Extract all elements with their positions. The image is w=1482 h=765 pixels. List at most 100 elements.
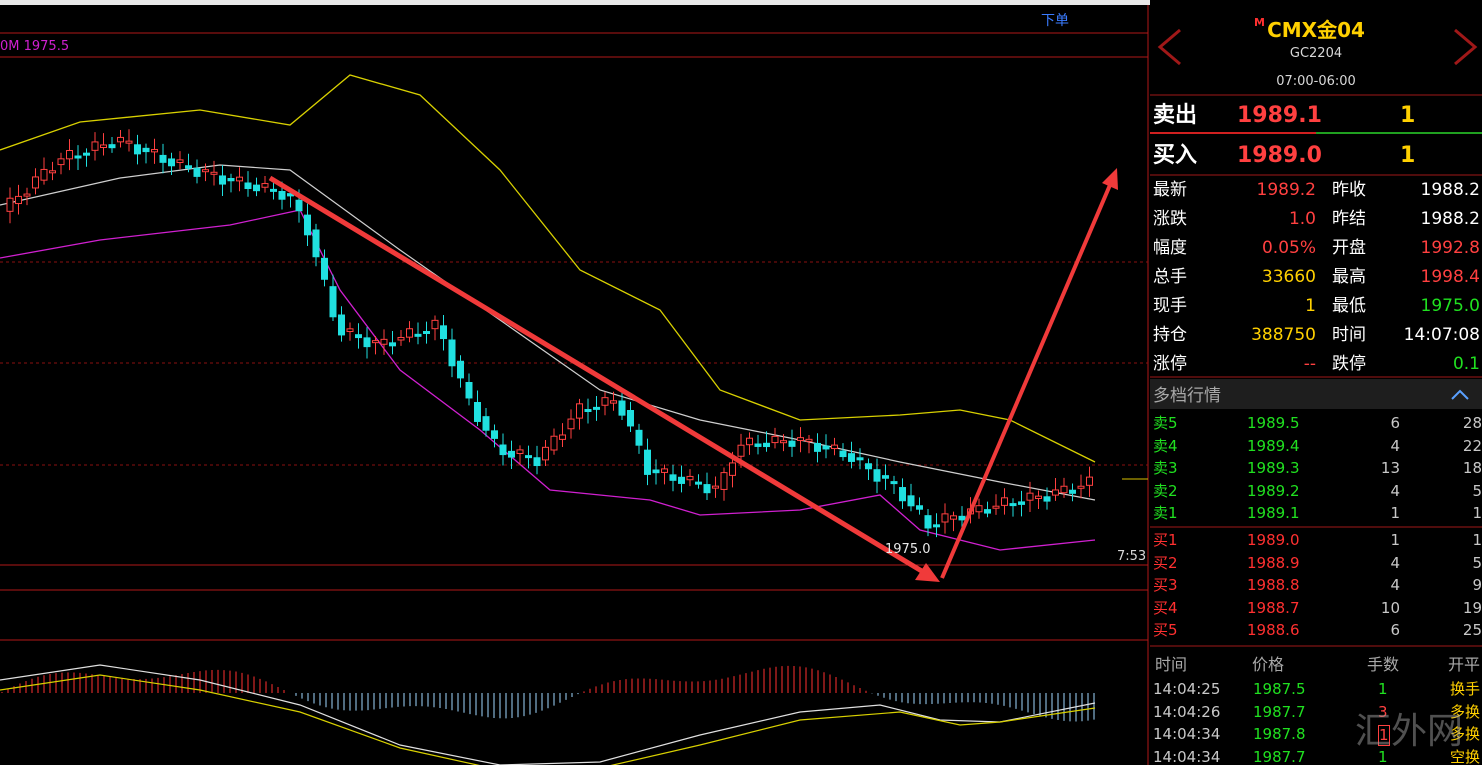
candle-body [363, 337, 371, 348]
candle-body [644, 449, 651, 475]
candle-body [159, 154, 167, 163]
stat-label: 昨收 [1332, 180, 1366, 200]
candle-body [814, 442, 821, 452]
level-total: 5 [1472, 553, 1482, 572]
trade-price: 1987.5 [1253, 680, 1306, 698]
candle-body [236, 176, 243, 182]
level-total: 19 [1462, 598, 1482, 617]
stat-label: 开盘 [1332, 238, 1366, 258]
trade-price: 1987.7 [1253, 702, 1306, 721]
level-total: 9 [1472, 576, 1482, 594]
level-qty: 6 [1390, 621, 1400, 639]
level: 卖1 [1153, 504, 1178, 522]
symbol: CMX金04 [1267, 18, 1365, 42]
stat-value: 1989.2 [1256, 180, 1316, 200]
candle-body [406, 328, 413, 338]
stat-label: 跌停 [1332, 354, 1366, 374]
candle-body [822, 445, 830, 450]
chart-area: 下单 0M 1975.5 1975.0 7:53 [0, 0, 1150, 765]
candle-body [49, 170, 56, 174]
level-total: 22 [1462, 436, 1482, 455]
level-price: 1989.5 [1247, 414, 1300, 432]
stat-value: 14:07:08 [1403, 325, 1480, 345]
level: 卖4 [1153, 436, 1178, 455]
level-price: 1989.1 [1247, 504, 1300, 522]
ask-qty: 1 [1400, 103, 1416, 128]
low-label: 1975.0 [885, 542, 931, 557]
candle-body [261, 183, 269, 188]
candle-body [210, 171, 218, 175]
trade-qty: 1 [1378, 747, 1388, 765]
stat-label: 昨结 [1332, 209, 1366, 229]
candle-body [278, 191, 286, 200]
time-label: 7:53 [1117, 549, 1146, 564]
candle-body [304, 214, 311, 236]
candle-body [125, 140, 133, 144]
level-qty: 4 [1390, 481, 1400, 500]
trade-time: 14:04:26 [1153, 702, 1221, 721]
candle-body [185, 165, 192, 169]
candle-body [66, 150, 73, 160]
level-total: 18 [1462, 459, 1482, 477]
upper-band [0, 74, 1096, 463]
candle-body [746, 437, 753, 446]
trade-price: 1987.7 [1253, 747, 1306, 765]
candle-body [329, 286, 337, 318]
frame-lines [0, 5, 1149, 765]
candle-body [83, 152, 90, 156]
stat-value: 1975.0 [1420, 296, 1480, 316]
candle-body [1052, 489, 1059, 496]
candle-body [567, 418, 575, 430]
trade-time: 14:04:34 [1153, 725, 1221, 743]
level-qty: 6 [1390, 414, 1400, 432]
candle-body [627, 410, 634, 427]
candle-body [720, 472, 728, 490]
level-price: 1988.9 [1247, 553, 1300, 572]
ma-label: 0M 1975.5 [0, 39, 69, 54]
candle-body [414, 333, 422, 337]
trade-qty: 3 [1378, 702, 1388, 721]
candle-body [1086, 476, 1093, 486]
candle-body [839, 450, 847, 458]
down-arrow [268, 175, 927, 576]
candle-body [958, 515, 966, 521]
level: 买5 [1153, 621, 1178, 639]
candle-body [576, 403, 583, 419]
trade-type: 换手 [1450, 680, 1481, 698]
level-price: 1988.6 [1247, 621, 1300, 639]
down-arrowhead [915, 563, 940, 582]
up-arrowhead [1102, 168, 1118, 190]
candle-body [100, 144, 107, 148]
candle-body [1001, 497, 1008, 506]
collapse-icon[interactable] [1451, 389, 1469, 400]
candle-body [423, 331, 430, 334]
stat-value: 1992.8 [1420, 238, 1480, 258]
candle-body [295, 199, 303, 212]
candle-body [797, 437, 804, 441]
stat-label: 最新 [1153, 180, 1187, 200]
trade-qty: 1 [1378, 680, 1388, 698]
trade-qty: 1 [1378, 725, 1390, 746]
level-total: 28 [1462, 414, 1482, 432]
macd [1, 665, 1095, 722]
contract-code: GC2204 [1289, 46, 1343, 61]
order-button[interactable]: 下单 [1041, 13, 1069, 29]
quote-panel: M CMX金04 GC2204 07:00-06:00 卖出 1989.1 1 买入 1989.… [1150, 0, 1482, 765]
candle-body [1009, 503, 1017, 507]
trades-header: 手数 [1367, 655, 1400, 674]
candle-body [372, 340, 379, 344]
candle-body [1018, 501, 1025, 505]
level: 卖5 [1153, 414, 1178, 432]
candle-body [482, 416, 490, 431]
next-arrow[interactable] [1454, 28, 1478, 66]
candle-body [1069, 489, 1076, 494]
candle-body [805, 438, 813, 442]
candle-body [610, 400, 617, 404]
prev-arrow[interactable] [1157, 28, 1181, 66]
stat-label: 现手 [1153, 296, 1187, 316]
candle-body [542, 446, 549, 461]
level-price: 1988.7 [1247, 598, 1300, 617]
candle-body [448, 339, 456, 367]
candle-body [678, 476, 685, 484]
candle-body [134, 144, 141, 155]
